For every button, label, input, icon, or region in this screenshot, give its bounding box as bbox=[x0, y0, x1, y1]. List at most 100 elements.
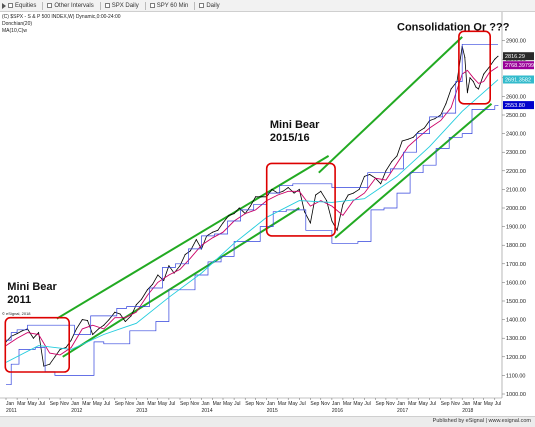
price-point bbox=[293, 192, 295, 194]
toolbar-spy-60-min[interactable]: SPY 60 Min bbox=[149, 3, 188, 9]
x-tick-label: Jul bbox=[364, 401, 370, 407]
price-point bbox=[407, 138, 409, 140]
x-tick-label: Nov bbox=[190, 401, 199, 407]
x-tick-label: Jan bbox=[462, 401, 470, 407]
price-point bbox=[380, 183, 382, 185]
price-point bbox=[141, 298, 143, 300]
price-point bbox=[38, 332, 40, 334]
price-point bbox=[385, 170, 387, 172]
chart-icon bbox=[199, 3, 205, 8]
trendline-layer bbox=[56, 36, 493, 358]
x-tick-label: Mar bbox=[343, 401, 352, 407]
x-year-label: 2011 bbox=[6, 408, 17, 414]
x-tick-label: Sep bbox=[115, 401, 124, 407]
price-point bbox=[315, 194, 317, 196]
x-tick-label: Jan bbox=[332, 401, 340, 407]
price-point bbox=[475, 86, 477, 88]
x-tick-label: Jan bbox=[136, 401, 144, 407]
price-point bbox=[168, 265, 170, 267]
x-tick-label: Jan bbox=[397, 401, 405, 407]
toolbar-other-intervals[interactable]: Other Intervals bbox=[47, 3, 94, 9]
folder-icon bbox=[8, 3, 13, 8]
y-axis-ticks: 1000.00 1100.00 1200.00 1300.00 1400.00 1500.… bbox=[502, 39, 526, 398]
price-chart[interactable]: 1000.00 1100.00 1200.00 1300.00 1400.00 1500.… bbox=[0, 12, 535, 416]
x-tick-label: May bbox=[419, 401, 429, 407]
price-point bbox=[271, 188, 273, 190]
price-point bbox=[54, 356, 56, 358]
price-point bbox=[92, 334, 94, 335]
y-tick-label: 2500.00 bbox=[506, 113, 526, 119]
price-point bbox=[212, 231, 214, 233]
price-point bbox=[255, 196, 257, 198]
play-icon bbox=[2, 2, 6, 9]
x-tick-label: Mar bbox=[408, 401, 417, 407]
x-year-label: 2012 bbox=[71, 408, 82, 414]
price-point bbox=[249, 205, 251, 207]
annotation-consolidation: Consolidation Or ??? bbox=[397, 21, 510, 33]
price-point bbox=[391, 161, 393, 162]
x-tick-label: Jul bbox=[299, 401, 305, 407]
price-point bbox=[483, 73, 485, 75]
price-point bbox=[497, 55, 499, 57]
price-point bbox=[135, 304, 137, 306]
price-point bbox=[342, 203, 344, 205]
annotation-mini-bear-2015: Mini Bear bbox=[270, 119, 320, 131]
box-2018 bbox=[458, 30, 491, 105]
chart-header-symbol: (C) $SPX - S & P 500 INDEX,W) Dynamic,0:… bbox=[2, 14, 121, 20]
x-tick-label: Jan bbox=[71, 401, 79, 407]
x-tick-label: Nov bbox=[321, 401, 330, 407]
price-point bbox=[16, 333, 18, 335]
price-point bbox=[320, 190, 322, 192]
x-tick-label: Nov bbox=[256, 401, 265, 407]
x-tick-label: Nov bbox=[451, 401, 460, 407]
x-year-label: 2015 bbox=[267, 408, 278, 414]
price-point bbox=[347, 194, 349, 196]
price-point bbox=[75, 328, 77, 330]
toolbar-spx-daily[interactable]: SPX Daily bbox=[104, 3, 139, 9]
y-tick-label: 1700.00 bbox=[506, 262, 526, 268]
series-donchian_upper bbox=[6, 43, 498, 341]
price-point bbox=[43, 365, 45, 367]
toolbar-separator bbox=[144, 1, 146, 10]
toolbar-equities[interactable]: Equities bbox=[2, 2, 36, 9]
price-point bbox=[261, 196, 262, 198]
price-point bbox=[238, 207, 240, 209]
x-tick-label: Mar bbox=[473, 401, 482, 407]
price-point bbox=[233, 213, 235, 215]
box-2015 bbox=[265, 162, 336, 237]
chart-toolbar: Equities Other Intervals SPX Daily SPY 6… bbox=[0, 0, 535, 12]
price-point bbox=[450, 88, 452, 90]
toolbar-daily[interactable]: Daily bbox=[199, 3, 220, 9]
x-tick-label: Jul bbox=[104, 401, 110, 407]
price-point bbox=[179, 265, 181, 267]
price-point bbox=[228, 214, 230, 216]
price-point bbox=[363, 175, 365, 177]
price-badge bbox=[503, 61, 534, 70]
chart-header-ma: MA(10,C)w bbox=[2, 28, 27, 34]
price-badge bbox=[503, 101, 534, 110]
price-point bbox=[352, 192, 354, 194]
price-point bbox=[70, 339, 72, 341]
price-point bbox=[163, 280, 165, 281]
price-badge bbox=[503, 75, 534, 84]
x-tick-label: Mar bbox=[17, 401, 26, 407]
price-point bbox=[369, 174, 371, 175]
price-point bbox=[331, 220, 333, 222]
chart-header-donchian: Donchian(20) bbox=[2, 21, 32, 27]
x-tick-label: Jul bbox=[495, 401, 501, 407]
y-tick-label: 2200.00 bbox=[506, 169, 526, 175]
x-tick-label: Sep bbox=[310, 401, 319, 407]
y-tick-label: 2900.00 bbox=[506, 39, 526, 45]
y-tick-label: 2100.00 bbox=[506, 187, 526, 193]
price-point bbox=[222, 222, 224, 224]
x-tick-label: Jul bbox=[39, 401, 45, 407]
folder-icon bbox=[47, 3, 53, 8]
price-point bbox=[21, 330, 23, 332]
annotation-mini-bear-2015: 2015/16 bbox=[270, 132, 310, 144]
x-tick-label: Sep bbox=[180, 401, 189, 407]
x-tick-label: May bbox=[93, 401, 103, 407]
price-point bbox=[469, 77, 471, 79]
price-point bbox=[282, 190, 284, 192]
price-point bbox=[401, 140, 403, 142]
x-year-label: 2017 bbox=[397, 408, 408, 414]
